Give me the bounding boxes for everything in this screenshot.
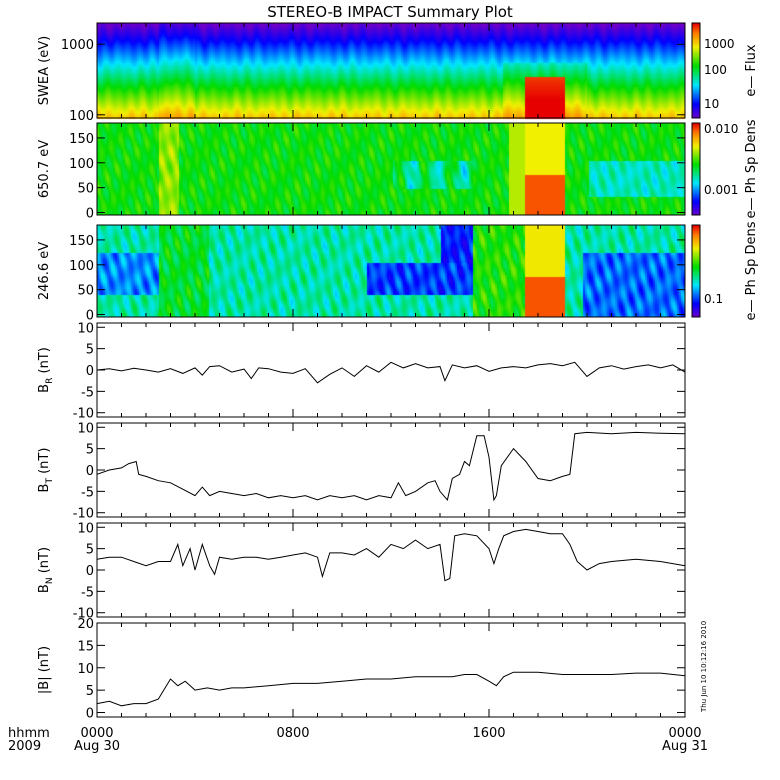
y-axis-label-pad650: 650.7 eV [37,140,52,198]
y-tick-label: 50 [77,284,94,299]
y-tick-label: 10 [77,421,94,436]
y-tick-label: 100 [69,109,94,124]
x-tick-sublabel: Aug 30 [74,739,120,754]
y-axis-label-swea: SWEA (eV) [37,36,52,105]
y-tick-label: 0 [86,464,94,479]
panel-frame-swea [96,22,686,119]
x-tick-sublabel: Aug 31 [662,739,708,754]
y-tick-label: 5 [86,343,94,358]
y-axis-label-BT: BT (nT) [37,448,55,493]
y-tick-label: -10 [73,407,94,422]
y-tick-label: 10 [77,521,94,536]
timestamp: Thu Jun 10 10:12:16 2010 [700,621,708,713]
y-tick-label: 10 [77,321,94,336]
panel-frame-Btot [96,622,686,718]
x-tick-label: 0000 [80,726,113,741]
colorbar-label-pad246: e— Ph Sp Dens [744,221,759,320]
y-axis-label-pad246: 246.6 eV [37,242,52,300]
y-tick-label: 0 [86,309,94,324]
series-line-BR [96,361,686,384]
series-line-BN [96,528,686,582]
y-axis-label-Btot: |B| (nT) [37,646,52,694]
y-axis-label-BN: BN (nT) [37,547,55,593]
y-tick-label: -5 [81,585,94,600]
y-tick-label: -5 [81,485,94,500]
series-line-BT [96,431,686,502]
y-tick-label: 5 [86,684,94,699]
colorbar-tick-label: 10 [704,97,719,111]
y-tick-label: 10 [77,662,94,677]
x-tick-label: 1600 [472,726,505,741]
y-tick-label: 5 [86,543,94,558]
y-tick-label: 15 [77,639,94,654]
colorbar-pad650 [691,122,701,216]
y-tick-label: 100 [69,157,94,172]
y-tick-label: 150 [69,132,94,147]
colorbar-swea [691,22,701,119]
colorbar-tick-label: 0.010 [704,122,738,136]
panel-frame-pad650 [96,122,686,216]
x-axis-label-year: 2009 [8,739,41,754]
colorbar-tick-label: 100 [704,63,727,77]
x-tick-label: 0800 [276,726,309,741]
colorbar-pad246 [691,224,701,318]
y-tick-label: -10 [73,607,94,622]
y-tick-label: 100 [69,259,94,274]
y-axis-label-BR: BR (nT) [37,347,55,393]
y-tick-label: 0 [86,207,94,222]
y-tick-label: 0 [86,564,94,579]
colorbar-tick-label: 1000 [704,37,735,51]
y-tick-label: 5 [86,443,94,458]
y-tick-label: 0 [86,364,94,379]
panel-frame-BT [96,422,686,518]
y-tick-label: 150 [69,234,94,249]
series-line-Btot [96,671,686,707]
panel-frame-BN [96,522,686,618]
y-tick-label: 50 [77,182,94,197]
chart-title: STEREO-B IMPACT Summary Plot [267,3,513,21]
y-tick-label: -5 [81,385,94,400]
y-tick-label: 1000 [61,38,94,53]
y-tick-label: -10 [73,507,94,522]
colorbar-label-pad650: e— Ph Sp Dens [744,119,759,218]
panel-frame-pad246 [96,224,686,318]
colorbar-tick-label: 0.1 [704,292,723,306]
x-axis-label-hhmm: hhmm [8,726,50,741]
y-tick-label: 0 [86,707,94,722]
y-tick-label: 20 [77,617,94,632]
colorbar-tick-label: 0.001 [704,183,738,197]
x-tick-label: 0000 [668,726,701,741]
colorbar-label-swea: e— Flux [744,44,759,96]
